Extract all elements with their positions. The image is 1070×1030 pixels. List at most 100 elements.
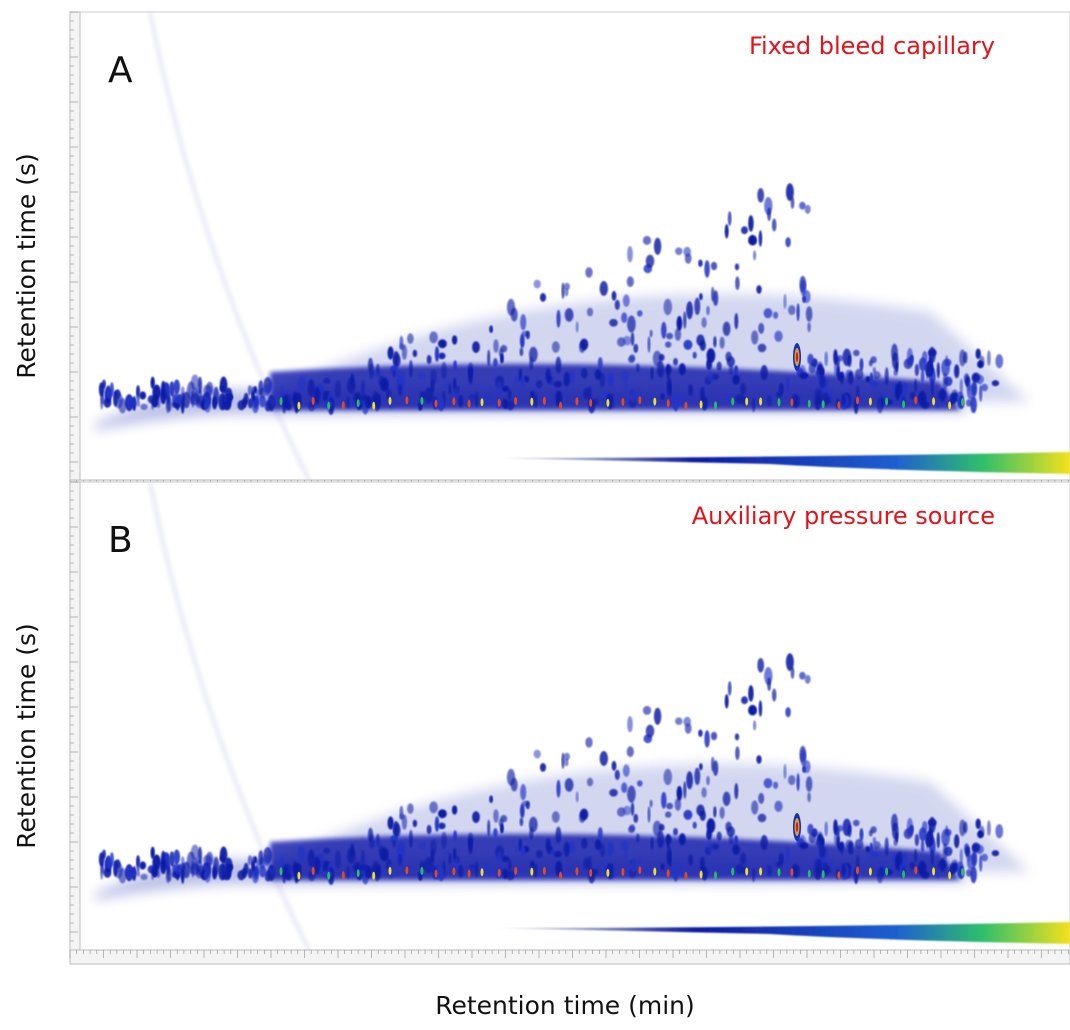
peak-blob xyxy=(807,353,814,365)
peak-blob xyxy=(621,782,628,793)
peak-blob xyxy=(701,787,707,798)
peak-core xyxy=(961,868,964,877)
peak-blob xyxy=(944,828,952,837)
peak-core xyxy=(777,398,781,407)
peak-blob xyxy=(819,375,826,389)
peak-blob xyxy=(472,341,480,353)
peak-blob xyxy=(418,842,427,850)
peak-core xyxy=(902,870,906,879)
peak-blob xyxy=(487,819,491,837)
peak-blob xyxy=(508,389,512,401)
peak-blob xyxy=(673,400,678,412)
peak-blob xyxy=(519,817,524,827)
peak-blob xyxy=(645,724,655,738)
peak-blob xyxy=(819,845,826,859)
peak-blob xyxy=(627,246,633,263)
peak-blob xyxy=(800,279,807,297)
peak-blob xyxy=(735,746,740,760)
peak-blob xyxy=(681,392,686,407)
peak-blob xyxy=(563,371,570,387)
peak-blob xyxy=(611,290,617,301)
peak-blob xyxy=(657,360,665,378)
peak-blob xyxy=(285,402,292,411)
peak-blob xyxy=(712,760,719,776)
peak-core xyxy=(621,868,625,876)
peak-core xyxy=(795,352,799,362)
peak-blob xyxy=(847,841,854,855)
peak-blob xyxy=(392,840,397,848)
peak-blob xyxy=(808,363,817,374)
peak-blob xyxy=(545,838,551,852)
peak-blob xyxy=(555,826,562,843)
peak-blob xyxy=(561,282,565,299)
peak-blob xyxy=(451,805,458,815)
peak-blob xyxy=(568,841,576,854)
peak-blob xyxy=(525,800,530,810)
peak-blob xyxy=(551,341,560,353)
peak-blob xyxy=(856,855,860,870)
peak-blob xyxy=(660,393,665,401)
peak-blob xyxy=(307,849,315,867)
peak-blob xyxy=(865,376,871,383)
peak-core xyxy=(684,871,688,880)
peak-blob xyxy=(854,838,864,850)
peak-blob xyxy=(869,372,874,387)
peak-blob xyxy=(140,873,148,880)
peak-blob xyxy=(829,388,834,401)
peak-blob xyxy=(441,361,447,380)
peak-blob xyxy=(519,347,524,357)
peak-blob xyxy=(116,391,121,403)
peak-blob xyxy=(169,381,175,397)
peak-blob xyxy=(263,854,271,866)
peak-blob xyxy=(533,393,538,408)
peak-blob xyxy=(837,372,844,382)
peak-blob xyxy=(219,385,224,392)
peak-blob xyxy=(666,376,672,395)
peak-blob xyxy=(829,858,834,871)
peak-blob xyxy=(136,855,141,872)
peak-core xyxy=(514,397,518,405)
peak-core xyxy=(653,397,657,406)
peak-blob xyxy=(458,394,464,408)
peak-blob xyxy=(833,349,838,365)
peak-blob xyxy=(175,395,182,405)
peak-blob xyxy=(551,811,560,823)
peak-blob xyxy=(760,365,768,380)
peak-blob xyxy=(740,852,747,865)
peak-core xyxy=(699,870,703,879)
peak-blob xyxy=(397,370,406,384)
peak-blob xyxy=(173,849,181,865)
peak-blob xyxy=(633,343,639,353)
peak-blob xyxy=(247,385,252,396)
peak-blob xyxy=(796,773,800,792)
peak-blob xyxy=(975,818,981,830)
peak-blob xyxy=(264,400,271,412)
peak-core xyxy=(837,871,841,880)
peak-blob xyxy=(173,379,181,395)
peak-blob xyxy=(186,381,196,400)
peak-blob xyxy=(397,840,406,854)
peak-blob xyxy=(724,863,733,873)
peak-blob xyxy=(519,803,525,819)
peak-blob xyxy=(658,823,665,832)
peak-blob xyxy=(936,832,940,849)
peak-blob xyxy=(253,866,259,880)
peak-blob xyxy=(981,853,988,862)
peak-core xyxy=(434,869,438,878)
peak-blob xyxy=(282,869,287,884)
peak-blob xyxy=(418,372,427,380)
peak-blob xyxy=(756,285,762,294)
peak-core xyxy=(856,396,859,405)
peak-blob xyxy=(681,862,686,877)
peak-blob xyxy=(914,363,920,377)
peak-blob xyxy=(986,820,991,836)
peak-blob xyxy=(859,358,864,371)
peak-blob xyxy=(716,831,722,841)
peak-blob xyxy=(785,237,791,248)
peak-blob xyxy=(626,276,634,288)
peak-core xyxy=(341,871,345,880)
peak-blob xyxy=(263,384,271,396)
peak-blob xyxy=(979,825,985,838)
peak-blob xyxy=(124,865,134,880)
peak-blob xyxy=(124,395,134,410)
